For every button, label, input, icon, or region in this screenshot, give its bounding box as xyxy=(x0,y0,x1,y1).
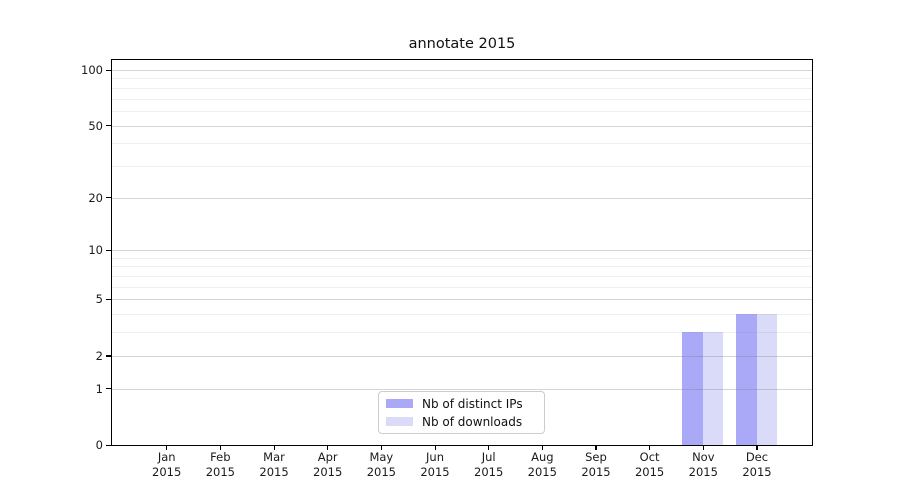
xtick-mark-sep xyxy=(595,445,597,450)
gridline-major-y100 xyxy=(112,70,812,71)
legend-swatch-distinct-ips xyxy=(386,399,413,408)
xtick-mark-apr xyxy=(327,445,329,450)
xtick-label-dec: Dec 2015 xyxy=(742,450,772,479)
xtick-label-sep: Sep 2015 xyxy=(581,450,611,479)
xtick-mark-aug xyxy=(541,445,544,450)
gridline-minor-y70 xyxy=(112,98,812,100)
xtick-mark-jul xyxy=(488,445,490,450)
ytick-mark-50 xyxy=(106,125,111,127)
xtick-label-aug: Aug 2015 xyxy=(527,450,557,479)
ytick-label-20: 20 xyxy=(88,190,103,205)
legend-label-distinct-ips: Nb of distinct IPs xyxy=(422,396,523,411)
legend-item-downloads: Nb of downloads xyxy=(379,415,544,429)
bar-distinct-ips-nov xyxy=(682,332,704,445)
xtick-mark-jun xyxy=(434,445,436,450)
ytick-mark-2 xyxy=(106,355,111,357)
gridline-minor-y60 xyxy=(112,110,812,112)
gridline-major-y20 xyxy=(112,197,812,199)
gridline-minor-y9 xyxy=(112,257,812,259)
gridline-minor-y90 xyxy=(112,78,812,80)
xtick-label-jul: Jul 2015 xyxy=(474,450,504,479)
gridline-major-y5 xyxy=(112,299,812,301)
xtick-label-apr: Apr 2015 xyxy=(313,450,343,479)
xtick-label-jan: Jan 2015 xyxy=(152,450,182,479)
xtick-label-feb: Feb 2015 xyxy=(205,450,235,479)
legend-label-downloads: Nb of downloads xyxy=(422,414,523,429)
ytick-label-5: 5 xyxy=(95,292,103,307)
gridline-major-y10 xyxy=(112,250,812,252)
xtick-label-nov: Nov 2015 xyxy=(688,450,718,479)
legend-swatch-downloads xyxy=(386,417,413,426)
gridline-minor-y30 xyxy=(112,165,812,167)
xtick-label-jun: Jun 2015 xyxy=(420,450,450,479)
gridline-minor-y80 xyxy=(112,87,812,89)
gridline-minor-y40 xyxy=(112,143,812,145)
xtick-mark-mar xyxy=(273,445,275,450)
xtick-label-oct: Oct 2015 xyxy=(634,450,665,479)
ytick-label-100: 100 xyxy=(81,63,103,77)
gridline-minor-y4 xyxy=(112,314,812,316)
xtick-mark-jan xyxy=(166,445,168,450)
ytick-mark-0 xyxy=(106,444,111,446)
gridline-minor-y8 xyxy=(112,266,812,268)
ytick-label-1: 1 xyxy=(95,381,103,396)
xtick-mark-nov xyxy=(702,445,705,450)
xtick-label-mar: Mar 2015 xyxy=(259,450,289,479)
gridline-minor-y7 xyxy=(112,276,812,278)
ytick-label-0: 0 xyxy=(95,438,103,452)
legend: Nb of distinct IPs Nb of downloads xyxy=(378,391,545,434)
ytick-mark-10 xyxy=(106,249,111,251)
chart-title: annotate 2015 xyxy=(408,36,516,52)
plot-area xyxy=(111,59,813,446)
ytick-label-50: 50 xyxy=(88,118,103,133)
ytick-mark-100 xyxy=(106,69,111,71)
ytick-label-2: 2 xyxy=(95,348,103,363)
ytick-mark-5 xyxy=(106,298,111,301)
bar-downloads-nov xyxy=(703,332,724,445)
ytick-mark-20 xyxy=(106,197,111,199)
xtick-mark-oct xyxy=(649,445,651,450)
xtick-label-may: May 2015 xyxy=(366,450,396,479)
gridline-major-y50 xyxy=(112,125,812,127)
bar-distinct-ips-dec xyxy=(735,314,757,445)
legend-item-distinct-ips: Nb of distinct IPs xyxy=(379,397,544,411)
xtick-mark-dec xyxy=(756,445,758,450)
ytick-label-10: 10 xyxy=(88,243,103,258)
bar-downloads-dec xyxy=(756,314,777,445)
gridline-minor-y6 xyxy=(112,286,812,288)
xtick-mark-feb xyxy=(219,445,222,450)
ytick-mark-1 xyxy=(106,388,111,390)
xtick-mark-may xyxy=(380,445,383,450)
